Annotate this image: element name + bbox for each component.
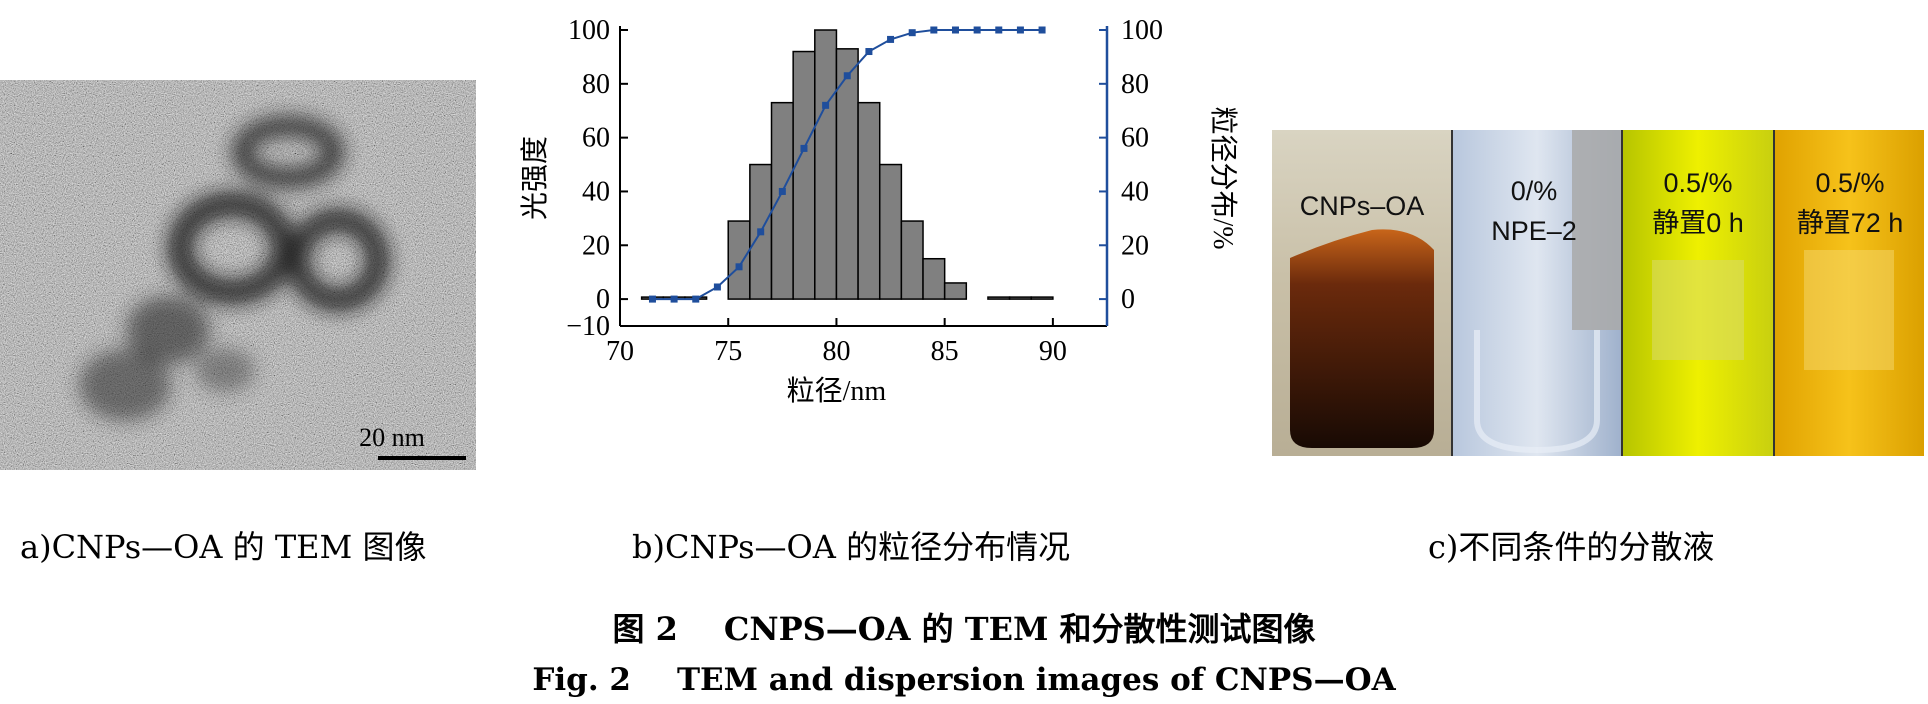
- cumulative-point: [822, 101, 830, 109]
- x-tick-label: 90: [1039, 336, 1067, 367]
- bar: [943, 282, 968, 300]
- cumulative-point: [930, 26, 938, 34]
- vial-4-label-line1: 0.5/%: [1815, 168, 1884, 198]
- y-right-tick-label: 0: [1121, 284, 1135, 315]
- bar: [900, 220, 924, 300]
- cumulative-point: [843, 72, 851, 80]
- y-right-tick-label: 60: [1121, 123, 1149, 154]
- bar: [770, 101, 794, 300]
- y-left-tick-label: 60: [582, 123, 610, 154]
- vial-2-label-line2: NPE–2: [1491, 216, 1577, 246]
- bar: [878, 163, 903, 300]
- cumulative-point: [865, 48, 873, 56]
- x-axis-label: 粒径/nm: [787, 375, 887, 407]
- caption-b: b)CNPs—OA 的粒径分布情况: [632, 528, 1071, 566]
- figure-number-en: Fig. 2: [532, 662, 631, 698]
- scale-bar-label: 20 nm: [359, 423, 425, 452]
- y-right-tick-label: 40: [1121, 176, 1149, 207]
- figure-caption-en: Fig. 2 TEM and dispersion images of CNPS—…: [0, 662, 1928, 698]
- cumulative-point: [757, 228, 765, 236]
- y-left-tick-label: 0: [596, 284, 610, 315]
- figure-number-cn: 图 2: [612, 610, 678, 648]
- cumulative-point: [908, 29, 916, 37]
- x-tick-label: 80: [822, 336, 850, 367]
- bar: [1030, 296, 1054, 300]
- cumulative-point: [1016, 26, 1024, 34]
- y-axis-right-label: 粒径分布/%: [1207, 106, 1239, 249]
- vial-2-glass: [1474, 330, 1600, 454]
- vial-3-label-line2: 静置0 h: [1652, 208, 1744, 238]
- cumulative-point: [887, 35, 895, 43]
- vials-photo: CNPs–OA 0/% NPE–2 0.5/% 静置0 h 0.5/% 静置72…: [1272, 130, 1924, 456]
- bar: [987, 296, 1011, 300]
- cumulative-point: [778, 187, 786, 195]
- cumulative-point: [973, 26, 981, 34]
- y-right-tick-label: 20: [1121, 230, 1149, 261]
- y-axis-left-label: 光强度: [519, 136, 551, 220]
- cumulative-point: [735, 263, 743, 271]
- bar: [792, 50, 816, 300]
- y-left-tick-label: 80: [582, 69, 610, 100]
- vial-1-label: CNPs–OA: [1300, 191, 1425, 221]
- x-tick-label: 70: [606, 336, 634, 367]
- bar: [814, 29, 838, 300]
- bar: [1008, 296, 1032, 300]
- vial-1-liquid: [1290, 229, 1434, 448]
- tem-micrograph: 20 nm: [0, 80, 476, 470]
- vial-2-label-paper: [1572, 130, 1622, 330]
- bar: [857, 101, 881, 300]
- bar: [922, 257, 946, 300]
- cumulative-point: [995, 26, 1003, 34]
- figure-title-en: TEM and dispersion images of CNPS—OA: [676, 662, 1396, 698]
- vial-4-label-line2: 静置72 h: [1797, 208, 1904, 238]
- y-left-tick-label: 20: [582, 230, 610, 261]
- cumulative-point: [692, 295, 700, 303]
- caption-a: a)CNPs—OA 的 TEM 图像: [20, 528, 427, 566]
- cumulative-point: [1038, 26, 1046, 34]
- y-right-tick-label: 80: [1121, 69, 1149, 100]
- y-left-tick-label: 100: [568, 15, 610, 46]
- cumulative-point: [800, 144, 808, 152]
- bar: [727, 220, 751, 300]
- vial-3-label-paper: [1652, 260, 1744, 360]
- vial-3-label-line1: 0.5/%: [1663, 168, 1732, 198]
- cumulative-point: [670, 295, 678, 303]
- figure-caption-cn: 图 2 CNPS—OA 的 TEM 和分散性测试图像: [0, 604, 1928, 650]
- vial-4-label-paper: [1804, 250, 1894, 370]
- cumulative-point: [951, 26, 959, 34]
- y-right-tick-label: 100: [1121, 15, 1163, 46]
- vial-2-label-line1: 0/%: [1511, 176, 1558, 206]
- cumulative-point: [713, 283, 721, 291]
- caption-c: c)不同条件的分散液: [1428, 528, 1715, 566]
- nanoparticle-clusters: [79, 115, 390, 421]
- figure-title-cn: CNPS—OA 的 TEM 和分散性测试图像: [723, 610, 1316, 648]
- cumulative-point: [648, 295, 656, 303]
- y-left-tick-label: 40: [582, 176, 610, 207]
- x-tick-label: 75: [714, 336, 742, 367]
- x-tick-label: 85: [931, 336, 959, 367]
- y-left-tick-label: −10: [566, 311, 610, 342]
